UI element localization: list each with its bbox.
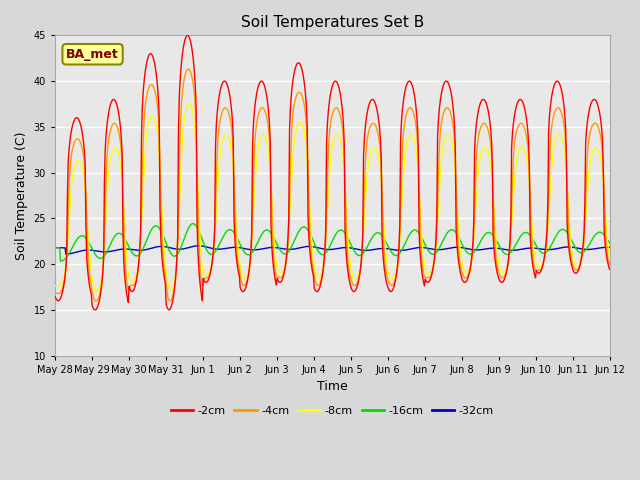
Line: -8cm: -8cm (55, 104, 609, 291)
-16cm (175, 248, 183, 254)
-32cm (205, 245, 213, 251)
Line: -2cm: -2cm (55, 36, 609, 310)
Title: Soil Temperatures Set B: Soil Temperatures Set B (241, 15, 424, 30)
-8cm (186, 101, 193, 107)
-4cm (119, 188, 127, 194)
-2cm (51, 294, 59, 300)
Text: BA_met: BA_met (66, 48, 119, 61)
-4cm (175, 170, 183, 176)
-8cm (417, 227, 425, 232)
-32cm (51, 245, 59, 251)
Legend: -2cm, -4cm, -8cm, -16cm, -32cm: -2cm, -4cm, -8cm, -16cm, -32cm (166, 402, 499, 420)
-4cm (92, 298, 100, 304)
-2cm (184, 33, 191, 38)
-4cm (401, 116, 409, 122)
-16cm (189, 221, 197, 227)
-32cm (62, 251, 70, 257)
-32cm (175, 246, 183, 252)
-2cm (61, 273, 69, 278)
-16cm (119, 233, 127, 239)
-8cm (205, 268, 213, 274)
-8cm (605, 253, 613, 259)
-32cm (119, 246, 127, 252)
-16cm (417, 234, 425, 240)
-8cm (61, 268, 69, 274)
-32cm (195, 243, 202, 249)
-32cm (417, 245, 425, 251)
-16cm (57, 258, 65, 264)
X-axis label: Time: Time (317, 380, 348, 393)
-16cm (51, 245, 59, 251)
-16cm (401, 240, 409, 246)
-4cm (61, 273, 69, 279)
-2cm (401, 87, 409, 93)
-4cm (205, 272, 213, 278)
Y-axis label: Soil Temperature (C): Soil Temperature (C) (15, 131, 28, 260)
-2cm (605, 266, 613, 272)
-4cm (417, 251, 425, 257)
-16cm (205, 251, 213, 256)
-8cm (175, 208, 183, 214)
-8cm (119, 192, 127, 198)
-4cm (51, 290, 59, 296)
-2cm (417, 265, 425, 271)
-32cm (605, 244, 613, 250)
Line: -16cm: -16cm (55, 224, 609, 261)
-16cm (62, 255, 70, 261)
-32cm (61, 245, 69, 251)
Line: -32cm: -32cm (55, 246, 609, 254)
-2cm (119, 228, 127, 234)
-4cm (185, 66, 193, 72)
-2cm (92, 307, 99, 313)
-4cm (605, 261, 613, 267)
-2cm (205, 274, 213, 280)
-8cm (401, 151, 409, 156)
-8cm (93, 288, 100, 294)
Line: -4cm: -4cm (55, 69, 609, 301)
-16cm (605, 240, 613, 246)
-2cm (175, 95, 183, 101)
-8cm (51, 283, 59, 288)
-32cm (401, 247, 409, 253)
